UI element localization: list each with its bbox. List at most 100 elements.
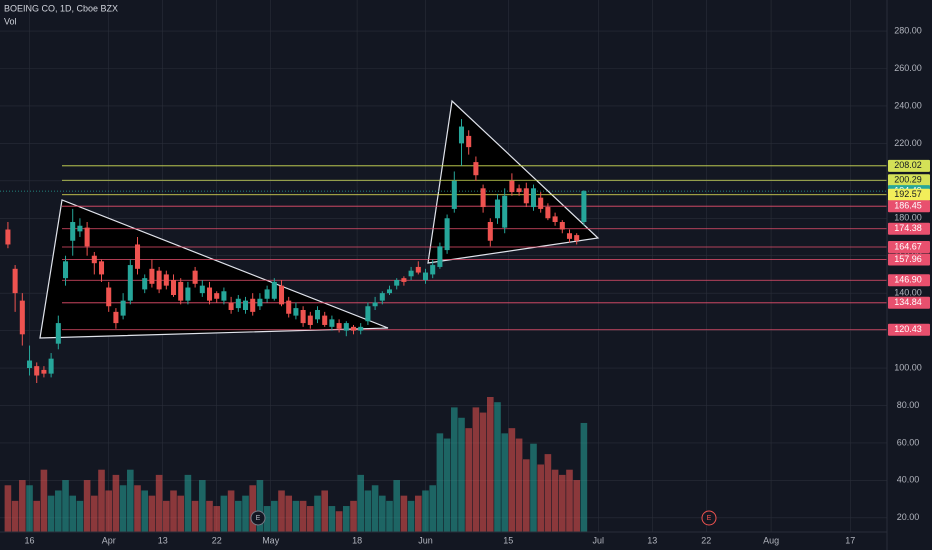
candle-body (300, 309, 306, 324)
candle-body (509, 180, 515, 193)
volume-bar (299, 500, 307, 532)
volume-bar (55, 490, 62, 532)
volume-bar (357, 474, 365, 532)
volume-bar (436, 433, 444, 532)
volume-bar (530, 443, 537, 532)
volume-bar (177, 495, 185, 532)
candle-body (192, 270, 198, 284)
candle-body (264, 289, 270, 299)
candle-body (26, 360, 33, 369)
y-tick-label: 40.00 (897, 475, 920, 485)
y-tick-label: 80.00 (897, 400, 920, 410)
candle-body (214, 293, 220, 299)
candle-body (120, 300, 126, 316)
price-level-box (888, 274, 930, 287)
volume-bar (278, 490, 285, 532)
candle-body (70, 222, 76, 241)
candle-body (235, 298, 241, 309)
candle-body (516, 188, 522, 193)
volume-label: Vol (4, 16, 17, 26)
y-tick-label: 220.00 (894, 138, 922, 148)
candle-body (257, 298, 263, 307)
volume-bar (256, 480, 264, 532)
x-tick-label: 13 (647, 535, 657, 545)
volume-bar (4, 485, 12, 532)
candle-body (394, 280, 400, 286)
candle-body (336, 323, 342, 329)
volume-bar (573, 480, 580, 532)
volume-bar (335, 511, 343, 532)
price-level-box (888, 188, 930, 201)
volume-bar (522, 459, 530, 532)
x-tick-label: 18 (352, 535, 362, 545)
volume-bar (62, 480, 69, 532)
candle-body (487, 222, 493, 241)
candle-body (386, 289, 393, 294)
candle-body (358, 326, 364, 331)
candle-body (163, 274, 169, 286)
volume-bar (558, 474, 566, 532)
price-level-label: 146.90 (894, 275, 922, 285)
candle-body (134, 244, 141, 269)
volume-bar (206, 500, 213, 532)
volume-bar (407, 500, 415, 532)
candle-body (559, 222, 565, 230)
volume-bar (321, 490, 329, 532)
volume-bar (271, 500, 278, 532)
candle-body (372, 302, 378, 307)
volume-bar (292, 500, 300, 532)
volume-bar (227, 490, 235, 532)
x-tick-label: Jun (418, 535, 433, 545)
y-tick-label: 240.00 (894, 100, 922, 110)
volume-bar (263, 506, 271, 532)
price-level-label: 200.29 (894, 175, 922, 185)
candle-body (228, 302, 234, 310)
candle-body (466, 135, 472, 148)
volume-bar (11, 500, 19, 532)
chart-title: BOEING CO, 1D, Cboe BZX (4, 3, 118, 13)
x-tick-label: 16 (25, 535, 35, 545)
volume-bar (479, 412, 487, 532)
candle-body (444, 218, 450, 251)
candle-body (422, 272, 429, 281)
volume-bar (494, 402, 501, 532)
candle-body (430, 265, 436, 275)
candle-body (415, 266, 421, 273)
candle-body (199, 285, 205, 294)
earnings-label[interactable]: E (256, 515, 261, 522)
volume-bar (155, 474, 163, 532)
price-level-label: 164.67 (894, 241, 922, 251)
earnings-marker[interactable] (701, 510, 717, 526)
candle-body (530, 188, 537, 208)
candle-body (307, 315, 313, 325)
price-level-label: 120.43 (894, 324, 922, 334)
price-level-label: 208.02 (894, 160, 922, 170)
price-level-label: 192.57 (894, 189, 922, 199)
y-tick-label: 20.00 (897, 512, 920, 522)
x-tick-label: 22 (212, 535, 222, 545)
candle-body (170, 280, 177, 296)
volume-bar (83, 480, 91, 532)
volume-bar (537, 464, 544, 532)
candle-body (545, 207, 551, 219)
y-tick-label: 260.00 (894, 63, 922, 73)
candle-body (401, 278, 407, 282)
volume-bar (443, 438, 451, 532)
price-level-box (888, 222, 930, 235)
candle-body (113, 311, 119, 324)
candle-body (55, 323, 61, 344)
volume-bar (134, 485, 141, 532)
candle-body (552, 216, 558, 223)
x-tick-label: 17 (845, 535, 855, 545)
price-level-box (888, 296, 930, 309)
earnings-label[interactable]: E (707, 515, 712, 522)
x-tick-label: May (262, 535, 280, 545)
volume-bar (566, 469, 573, 532)
candle-body (271, 281, 277, 299)
volume-bar (393, 480, 401, 532)
earnings-marker[interactable] (250, 510, 266, 526)
volume-bar (328, 506, 336, 532)
candle-body (48, 358, 54, 374)
triangle-drawing (39, 199, 389, 339)
volume-bar (141, 490, 149, 532)
